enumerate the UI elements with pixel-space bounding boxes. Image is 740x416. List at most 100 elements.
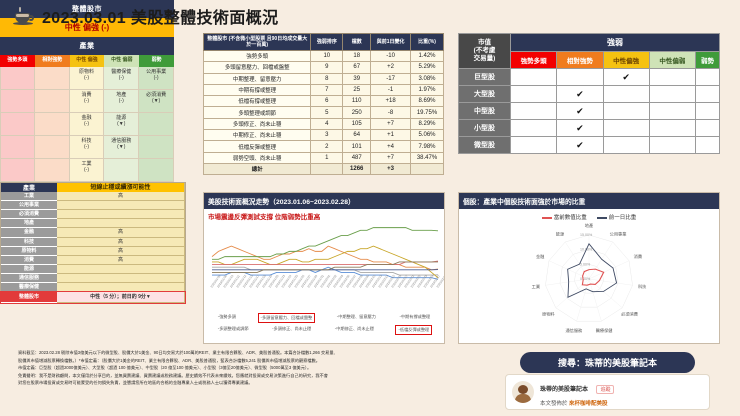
cap-cell bbox=[648, 85, 697, 103]
radar-axis-line bbox=[565, 241, 590, 280]
rank-row-rank: 3 bbox=[310, 129, 344, 142]
cap-cell bbox=[695, 68, 720, 86]
strength-cell-2-3: 能源 (▼) bbox=[104, 113, 140, 136]
rank-row-count: 67 bbox=[342, 61, 372, 74]
radar-legend-label-1: 前一日比重 bbox=[608, 215, 637, 221]
industry-name: 地產 bbox=[1, 219, 57, 229]
industry-signal-row: 科技高 bbox=[1, 237, 185, 247]
cap-column-2: 中性偏強 bbox=[602, 51, 650, 69]
rank-row-rank: 10 bbox=[310, 49, 344, 63]
strength-cell-0-0 bbox=[0, 67, 35, 90]
publication-target[interactable]: 來杯咖啡配美股 bbox=[569, 400, 608, 407]
radar-axis-label: 消費 bbox=[634, 253, 642, 260]
radar-series-0 bbox=[581, 268, 605, 286]
trend-series-7 bbox=[212, 261, 438, 273]
strength-cell-4-2: 工業 (-) bbox=[69, 159, 105, 182]
table-row: 低檔有撐或整理 6 110 +18 8.69% bbox=[202, 95, 444, 108]
strength-cell-1-0 bbox=[0, 90, 35, 113]
trend-chart-svg: 2023/01/062023/01/092023/01/102023/01/11… bbox=[210, 227, 448, 289]
trend-legend-item-4: -多頭整理或調節 bbox=[217, 326, 249, 331]
strength-cell-0-3: 醫療保健 (-) bbox=[104, 67, 140, 90]
trend-legend-item-3: -中期有撐或整理 bbox=[399, 314, 431, 319]
trend-legend-item-6: -中期修正、尚未止穩 bbox=[334, 326, 374, 331]
rank-row-change: +7 bbox=[370, 151, 412, 164]
rank-row-change: -8 bbox=[370, 106, 412, 119]
strength-cell-1-1 bbox=[34, 90, 70, 113]
trend-series-5 bbox=[212, 260, 439, 265]
industry-value: 高 bbox=[57, 192, 185, 202]
radar-legend-item-0: 當前數值比重 bbox=[541, 213, 587, 221]
industry-value: 高 bbox=[57, 228, 185, 238]
total-rank bbox=[310, 162, 344, 176]
follow-button[interactable]: 追蹤 bbox=[596, 384, 615, 394]
rank-row-pct: 1.42% bbox=[410, 49, 444, 63]
strength-header-1: 相對強勢 bbox=[34, 55, 70, 67]
overall-market-label: 整體股市 bbox=[0, 0, 174, 18]
rank-row-pct: 3.08% bbox=[410, 72, 444, 85]
industry-name: 通信服務 bbox=[1, 273, 57, 284]
checkmark-icon: ✔ bbox=[556, 102, 604, 120]
radar-ring-label: 15.00% bbox=[580, 233, 593, 237]
table-row: 中期有撐或整理 7 25 -1 1.97% bbox=[202, 83, 444, 97]
rank-row-count: 110 bbox=[342, 95, 372, 108]
industry-signal-total-value: 中性（5 分）；前日的 9分▼ bbox=[57, 292, 185, 304]
checkmark-icon: ✔ bbox=[556, 136, 604, 154]
rank-row-label: 中期修正、尚未止穩 bbox=[202, 129, 312, 142]
radar-axis-line bbox=[588, 278, 602, 322]
author-card[interactable]: 珠蒂的美股筆記本 追蹤 本文發佈於 來杯咖啡配美股 bbox=[505, 374, 710, 410]
trend-legend-item-5: -多頭修正、尚未止穩 bbox=[272, 326, 312, 331]
radar-axis-label: 公用事業 bbox=[610, 230, 628, 237]
radar-chart-title: 個股：產業中個股技術面強於市場的比重 bbox=[459, 193, 719, 209]
rank-row-rank: 2 bbox=[310, 140, 344, 153]
trend-legend-item-2: -中期整理、留意壓力 bbox=[336, 314, 376, 319]
industry-value bbox=[57, 210, 185, 220]
page-header: 2023.03.01 美股整體技術面概況 bbox=[13, 4, 279, 28]
strength-cell-0-4: 公用事業 (-) bbox=[139, 67, 174, 90]
radar-axis-label: 科技 bbox=[638, 283, 647, 290]
industry-name: 工業 bbox=[1, 192, 57, 202]
industry-name: 消費 bbox=[1, 255, 57, 265]
footer-line-1: 股價與市值增減股票轉換檔數。）*市值定義：（股價大於1美金的REIT、業主有限合… bbox=[18, 357, 320, 363]
rank-header-1: 強弱排序 bbox=[310, 33, 344, 51]
cap-table-group-row: 市值 (不考慮 交易量) 強弱 bbox=[458, 33, 720, 69]
cap-cell bbox=[648, 136, 697, 154]
rank-header-4: 比重(%) bbox=[410, 33, 444, 51]
total-pct bbox=[410, 162, 444, 176]
rank-row-label: 弱勢空頭、尚未止穩 bbox=[202, 151, 312, 164]
radar-ring bbox=[559, 249, 619, 308]
author-row: 珠蒂的美股筆記本 追蹤 bbox=[540, 378, 703, 396]
cap-column-1: 相對強勢 bbox=[556, 51, 604, 69]
rank-header-3: 與前1日變化 bbox=[370, 33, 412, 51]
rank-row-label: 多頭修正、尚未止穩 bbox=[202, 117, 312, 131]
strength-cell-3-0 bbox=[0, 136, 35, 159]
page-title: 2023.03.01 美股整體技術面概況 bbox=[42, 10, 279, 27]
strength-cell-2-1 bbox=[34, 113, 70, 136]
author-name: 珠蒂的美股筆記本 bbox=[540, 386, 589, 393]
search-pill[interactable]: 搜尋：珠蒂的美股筆記本 bbox=[520, 352, 695, 373]
industry-signal-row: 通信服務 bbox=[1, 273, 185, 284]
industry-signal-header: 產業 短線止穩或續漲可能性 bbox=[1, 183, 185, 195]
trend-chart-legend-row-2: -多頭整理或調節 -多頭修正、尚未止穩 -中期修正、尚未止穩 -低檔反彈或整理 bbox=[204, 324, 444, 336]
radar-axis-label: 醫療保健 bbox=[596, 327, 614, 334]
cap-cell bbox=[509, 136, 558, 154]
rank-row-rank: 1 bbox=[310, 151, 344, 164]
rank-row-pct: 8.69% bbox=[410, 95, 444, 108]
rank-row-count: 250 bbox=[342, 106, 372, 119]
cap-cell bbox=[695, 102, 720, 120]
cap-cell bbox=[509, 102, 558, 120]
coffee-cup-icon bbox=[13, 7, 36, 25]
rank-row-count: 64 bbox=[342, 129, 372, 142]
industry-signal-row: 公用事業 bbox=[1, 201, 185, 211]
strength-header-3: 中性 偏弱 bbox=[104, 55, 140, 67]
cap-row-label: 大型股 bbox=[458, 85, 511, 103]
industry-value: 高 bbox=[57, 246, 185, 256]
industry-signal-row: 必須消費 bbox=[1, 210, 185, 220]
checkmark-icon: ✔ bbox=[602, 68, 650, 86]
radar-axis-line bbox=[545, 278, 590, 286]
radar-axis-line bbox=[588, 260, 630, 280]
industry-value: 高 bbox=[57, 237, 185, 247]
industry-name: 必須消費 bbox=[1, 210, 57, 220]
rank-row-count: 101 bbox=[342, 140, 372, 153]
radar-axis-label: 金融 bbox=[536, 253, 545, 260]
